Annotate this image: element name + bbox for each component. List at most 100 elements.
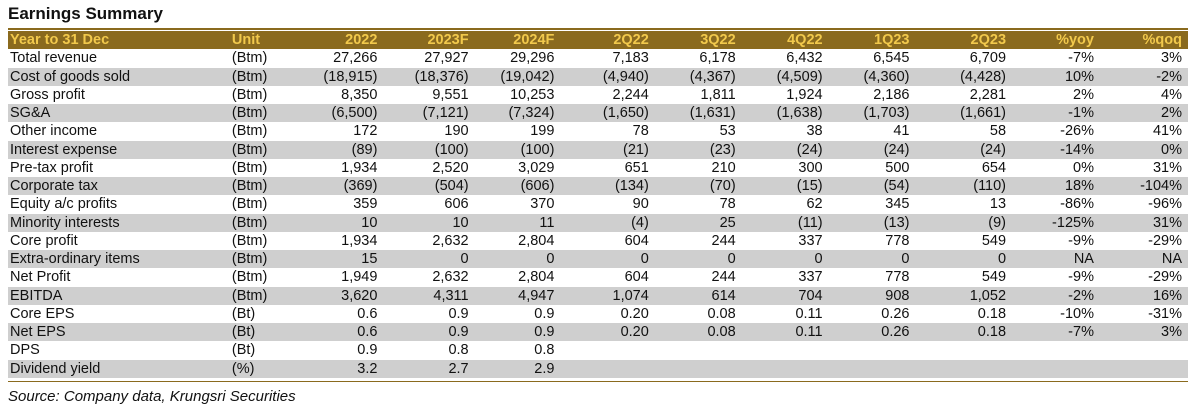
table-cell: 604 [624,232,649,249]
table-cell: (15) [741,177,829,196]
table-cell: 1,934 [341,232,378,249]
table-cell: (4,367) [654,67,742,86]
table-cell: 8,350 [341,86,378,103]
table-row: Minority interests (Btm) 10 10 11 (4) 25 (11) (1… [8,213,1188,232]
column-gap [560,286,569,305]
table-cell: (24) [828,140,916,159]
table-cell: 1,074 [569,286,655,305]
row-unit: (Btm) [231,123,268,140]
table-cell: (4) [569,213,655,232]
table-cell: -7% [1068,50,1094,67]
column-gap [560,67,569,86]
table-row: Gross profit (Btm) 8,350 9,551 10,253 2,244 1,… [8,86,1188,104]
row-label: Pre-tax profit [10,159,93,176]
table-cell: 58 [989,123,1007,140]
table-cell: 2,244 [612,86,649,103]
table-cell: 0.20 [620,305,649,322]
column-gap [560,177,569,196]
table-row: Core profit (Btm) 1,934 2,632 2,804 604 244 337… [8,232,1188,250]
table-cell [655,341,742,359]
table-cell: 244 [711,232,736,249]
table-cell: (100) [474,140,561,159]
table-cell: NA [1012,250,1100,269]
table-cell: (100) [383,140,475,159]
table-cell: 1,811 [700,86,736,103]
column-gap [560,250,569,269]
table-cell: 0.20 [569,323,655,342]
table-cell: -10% [1060,305,1094,322]
table-cell [741,359,829,378]
column-gap [560,341,569,359]
row-unit: (%) [227,359,309,378]
table-cell: 2,520 [432,159,469,176]
column-gap [560,268,569,286]
table-cell: 6,709 [969,50,1007,67]
table-row: Total revenue (Btm) 27,266 27,927 29,296 7,18… [8,49,1188,67]
table-row: Extra-ordinary items (Btm) 15 0 0 0 0 0 0 0 NA NA [8,250,1188,269]
title-rule [8,28,1188,30]
table-cell [1099,359,1188,378]
table-cell: (21) [569,140,655,159]
table-cell: (1,703) [828,104,916,123]
table-cell: 0.18 [915,323,1013,342]
table-cell: 4,311 [383,286,475,305]
table-cell: 13 [989,196,1007,213]
table-cell: (18,376) [383,67,475,86]
table-cell [569,341,655,359]
table-cell: 0.9 [448,305,469,322]
table-cell: -26% [1060,123,1094,140]
table-cell: 10 [383,213,475,232]
column-header: 2Q22 [569,31,655,50]
table-cell: 0% [1073,159,1094,176]
table-cell: (1,638) [741,104,829,123]
table-cell: 0.26 [881,305,910,322]
row-unit: (Btm) [227,104,309,123]
table-cell: 2,186 [873,86,910,103]
table-cell: 244 [711,269,736,286]
column-header: 4Q22 [741,31,829,50]
table-cell: 3% [1099,323,1188,342]
table-cell: 53 [719,123,736,140]
table-cell: 0 [383,250,475,269]
table-cell: (1,661) [915,104,1013,123]
table-cell: 604 [624,269,649,286]
row-label: DPS [10,342,40,359]
table-cell: 3% [1161,50,1182,67]
table-cell: 1,949 [341,269,378,286]
table-cell: 0.8 [448,342,469,359]
table-cell: 0 [474,250,561,269]
table-cell: (9) [915,213,1013,232]
table-cell: 0.9 [474,323,561,342]
table-cell: 18% [1012,177,1100,196]
table-row: Dividend yield (%) 3.2 2.7 2.9 [8,359,1188,378]
table-cell: (24) [741,140,829,159]
row-label: Net Profit [10,269,71,286]
table-cell: 190 [444,123,469,140]
table-cell: (4,360) [828,67,916,86]
row-label: Gross profit [10,86,85,103]
table-cell: (1,650) [569,104,655,123]
table-cell: 15 [308,250,384,269]
table-cell: 31% [1152,159,1182,176]
table-cell: 2% [1073,86,1094,103]
row-label: Corporate tax [8,177,228,196]
table-cell: (24) [915,140,1013,159]
table-cell: 704 [741,286,829,305]
table-cell: 7,183 [612,50,649,67]
table-cell: 359 [353,196,378,213]
table-row: Net EPS (Bt) 0.6 0.9 0.9 0.20 0.08 0.11 0.26 0.18… [8,323,1188,342]
table-cell: 27,266 [333,50,378,67]
table-cell: 172 [353,123,378,140]
table-cell: 10,253 [510,86,555,103]
row-label: Core profit [10,232,78,249]
table-cell: 29,296 [510,50,555,67]
column-header: 2022 [308,31,384,50]
table-cell: -96% [1148,196,1182,213]
table-cell [1012,341,1100,359]
table-cell: 90 [632,196,649,213]
table-cell [569,359,655,378]
table-cell: (70) [654,177,742,196]
table-cell: -29% [1148,269,1182,286]
table-cell: 41% [1152,123,1182,140]
table-cell: 0.6 [308,323,384,342]
